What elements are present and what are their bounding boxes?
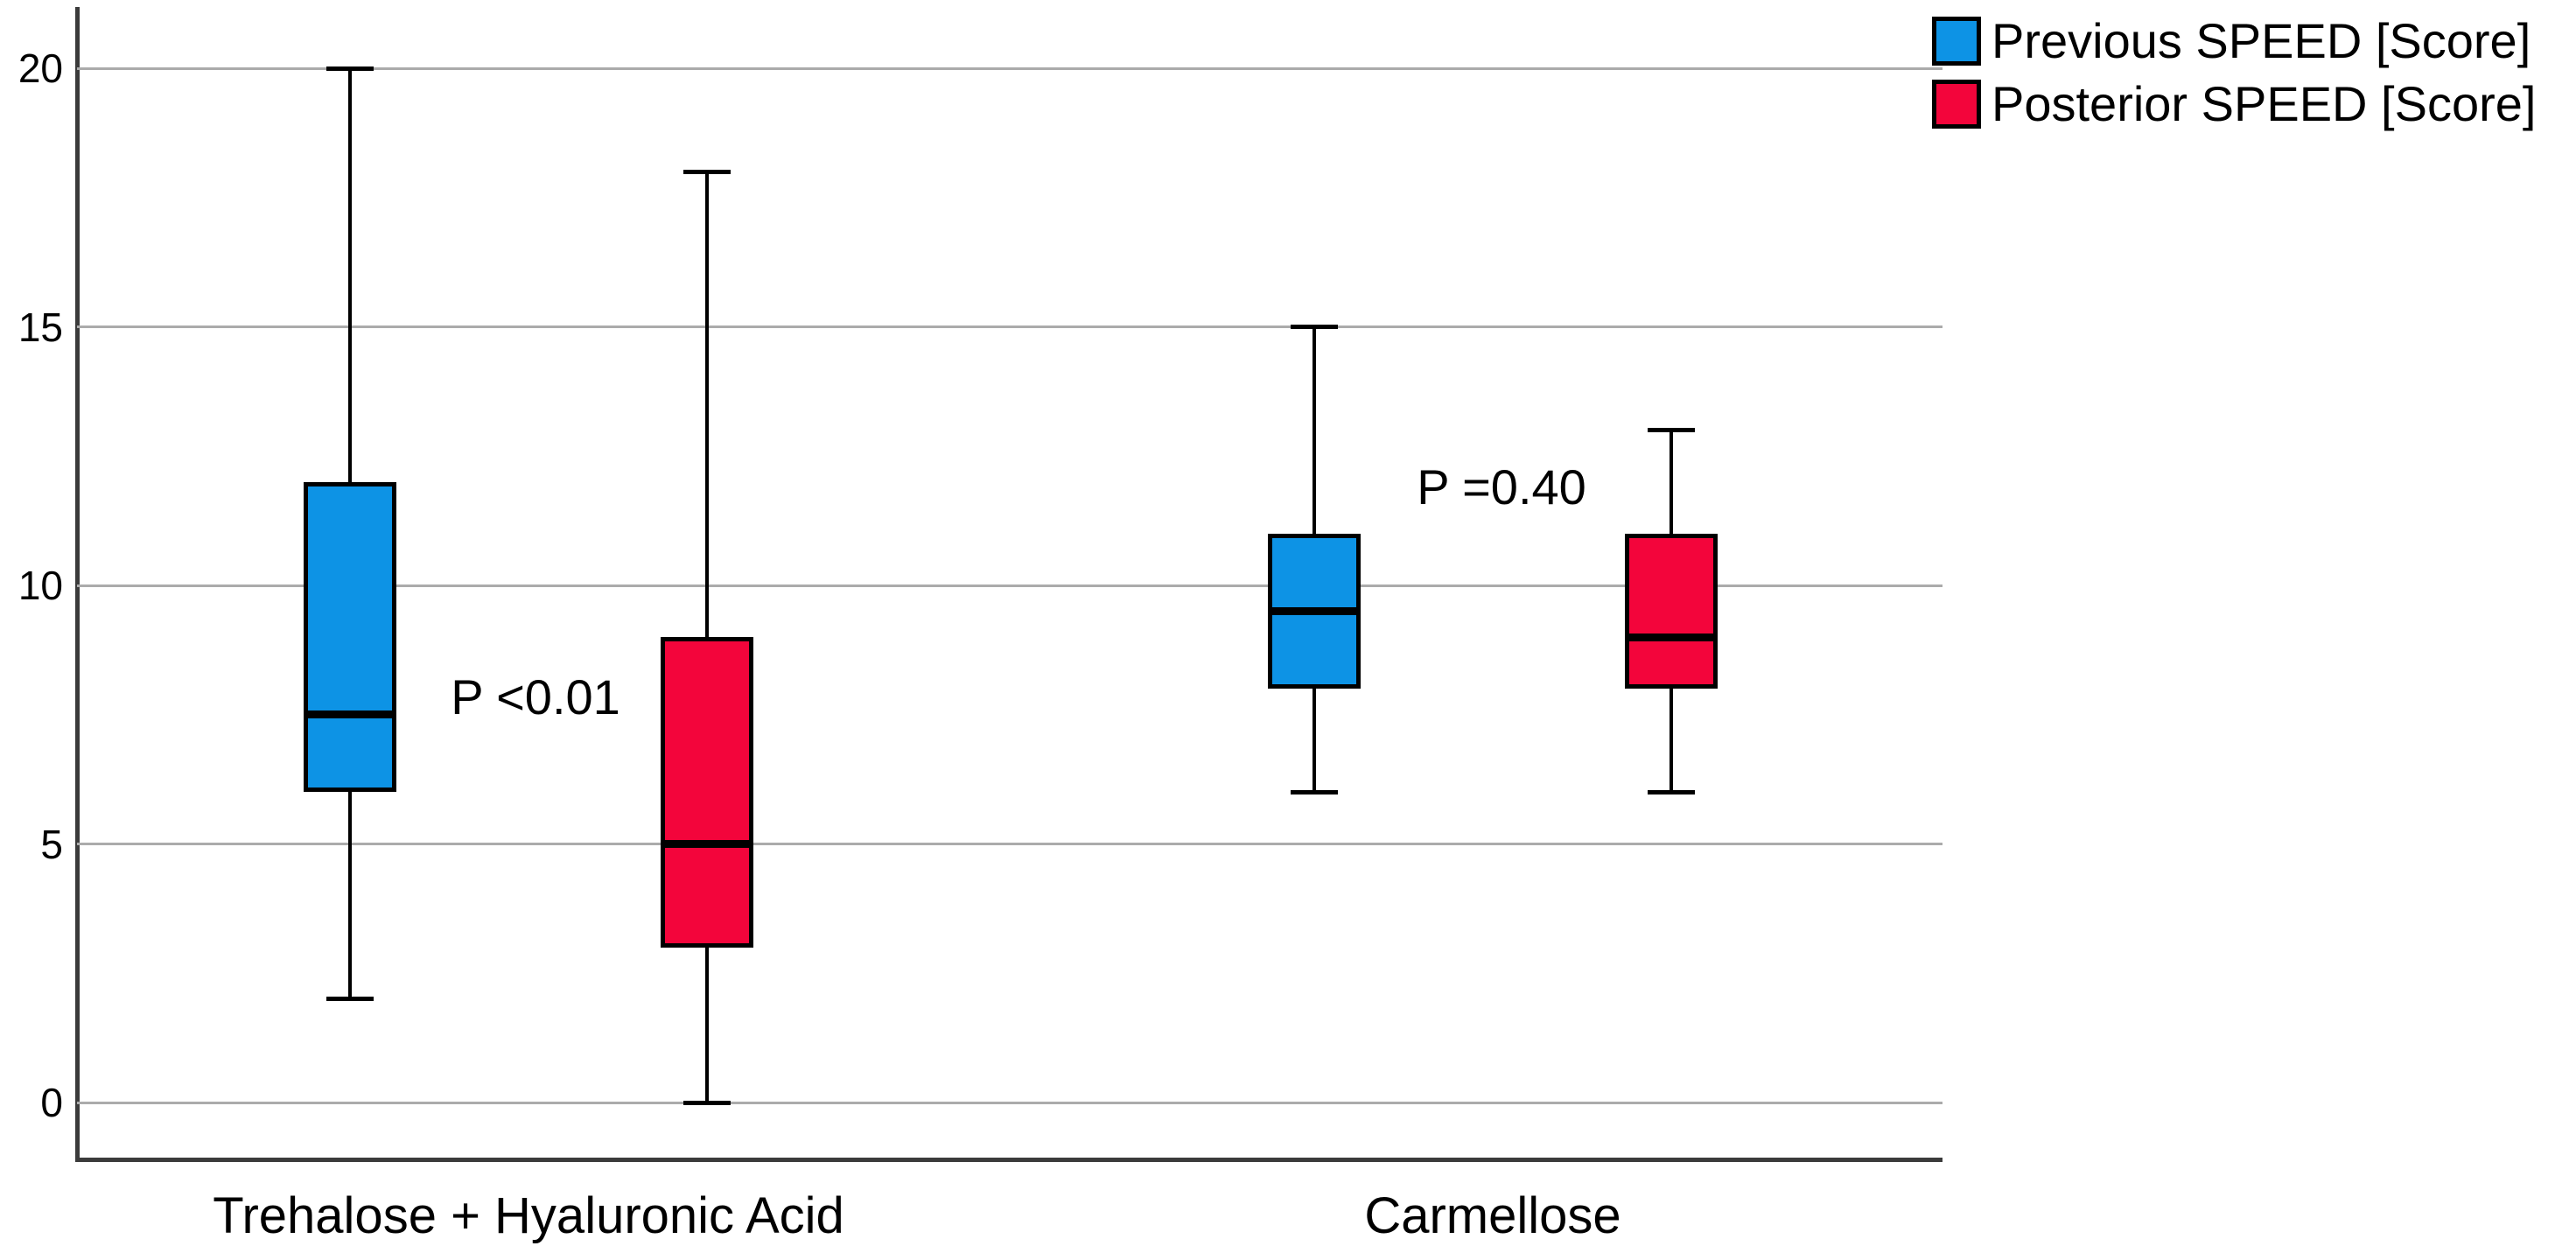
box-posterior-speed-carmellose-median-line [1625,633,1718,641]
x-category-label-trehalose-hyaluronic-acid: Trehalose + Hyaluronic Acid [213,1187,844,1244]
box-posterior-speed-carmellose-whisker-cap-top [1648,428,1695,433]
box-previous-speed-trehalose-hyaluronic-acid-median-line [304,710,396,719]
x-category-label-carmellose: Carmellose [1364,1187,1621,1244]
legend: Previous SPEED [Score] Posterior SPEED [… [1932,16,2536,130]
box-posterior-speed-trehalose-hyaluronic-acid-whisker-line [705,172,709,1102]
legend-label-posterior: Posterior SPEED [Score] [1992,76,2537,131]
x-axis-line [75,1158,1942,1162]
legend-swatch-posterior [1932,80,1981,129]
legend-label-previous: Previous SPEED [Score] [1992,13,2531,68]
box-posterior-speed-trehalose-hyaluronic-acid-median-line [661,840,753,848]
legend-item-posterior: Posterior SPEED [Score] [1932,79,2536,130]
gridline-20 [77,66,1942,70]
box-previous-speed-trehalose-hyaluronic-acid-whisker-cap-top [326,66,374,71]
y-tick-label-20: 20 [18,46,63,91]
box-posterior-speed-trehalose-hyaluronic-acid-body [661,637,753,948]
box-posterior-speed-carmellose-whisker-cap-bottom [1648,789,1695,794]
box-previous-speed-trehalose-hyaluronic-acid-body [304,481,396,793]
box-previous-speed-carmellose-whisker-cap-bottom [1291,789,1338,794]
box-previous-speed-carmellose-median-line [1268,607,1361,616]
box-posterior-speed-carmellose-body [1625,533,1718,690]
gridline-5 [77,843,1942,845]
box-previous-speed-carmellose-whisker-cap-top [1291,325,1338,329]
y-tick-label-5: 5 [40,821,63,867]
box-previous-speed-trehalose-hyaluronic-acid-whisker-cap-bottom [326,997,374,1002]
y-tick-label-10: 10 [18,563,63,608]
legend-item-previous: Previous SPEED [Score] [1932,16,2536,66]
box-posterior-speed-trehalose-hyaluronic-acid-whisker-cap-bottom [683,1100,731,1105]
y-tick-label-0: 0 [40,1080,63,1125]
gridline-10 [77,584,1942,587]
y-tick-label-15: 15 [18,304,63,350]
p-value-label-trehalose-hyaluronic-acid: P <0.01 [451,669,620,724]
p-value-label-carmellose: P =0.40 [1417,459,1586,514]
box-posterior-speed-trehalose-hyaluronic-acid-whisker-cap-top [683,169,731,174]
legend-swatch-previous [1932,17,1981,66]
gridline-15 [77,326,1942,328]
gridline-0 [77,1101,1942,1104]
